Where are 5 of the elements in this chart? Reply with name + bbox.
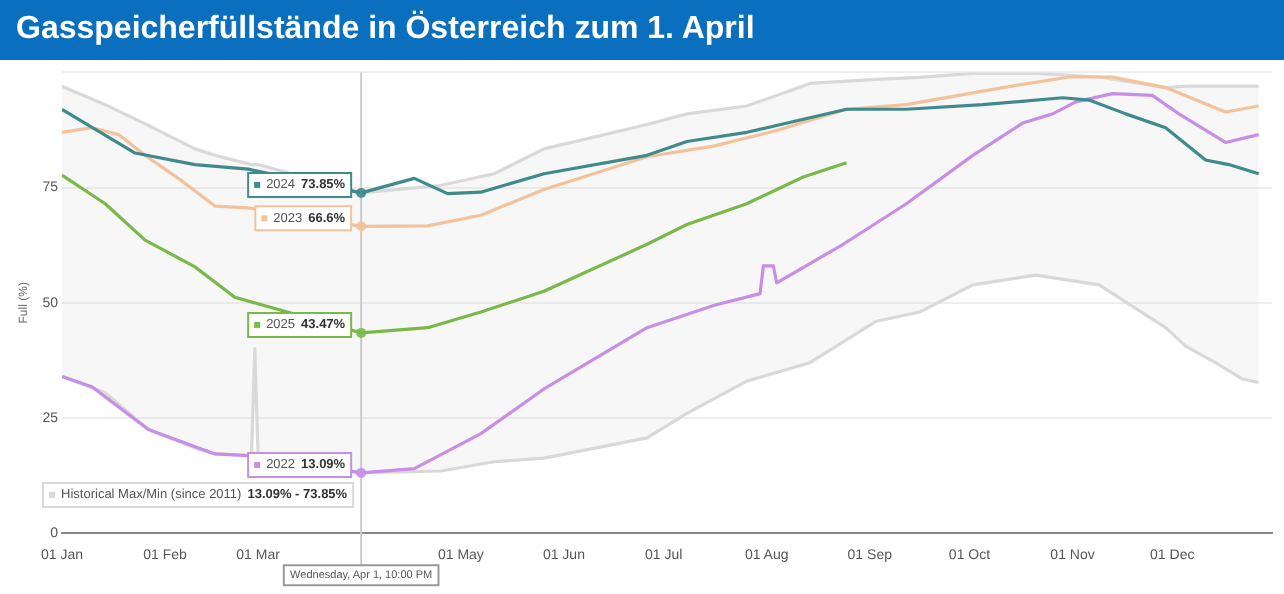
point	[356, 187, 367, 198]
chart-title: Gasspeicherfüllstände in Österreich zum 1. April	[0, 0, 1284, 60]
point	[356, 327, 367, 338]
point	[356, 221, 367, 232]
point	[356, 467, 367, 478]
